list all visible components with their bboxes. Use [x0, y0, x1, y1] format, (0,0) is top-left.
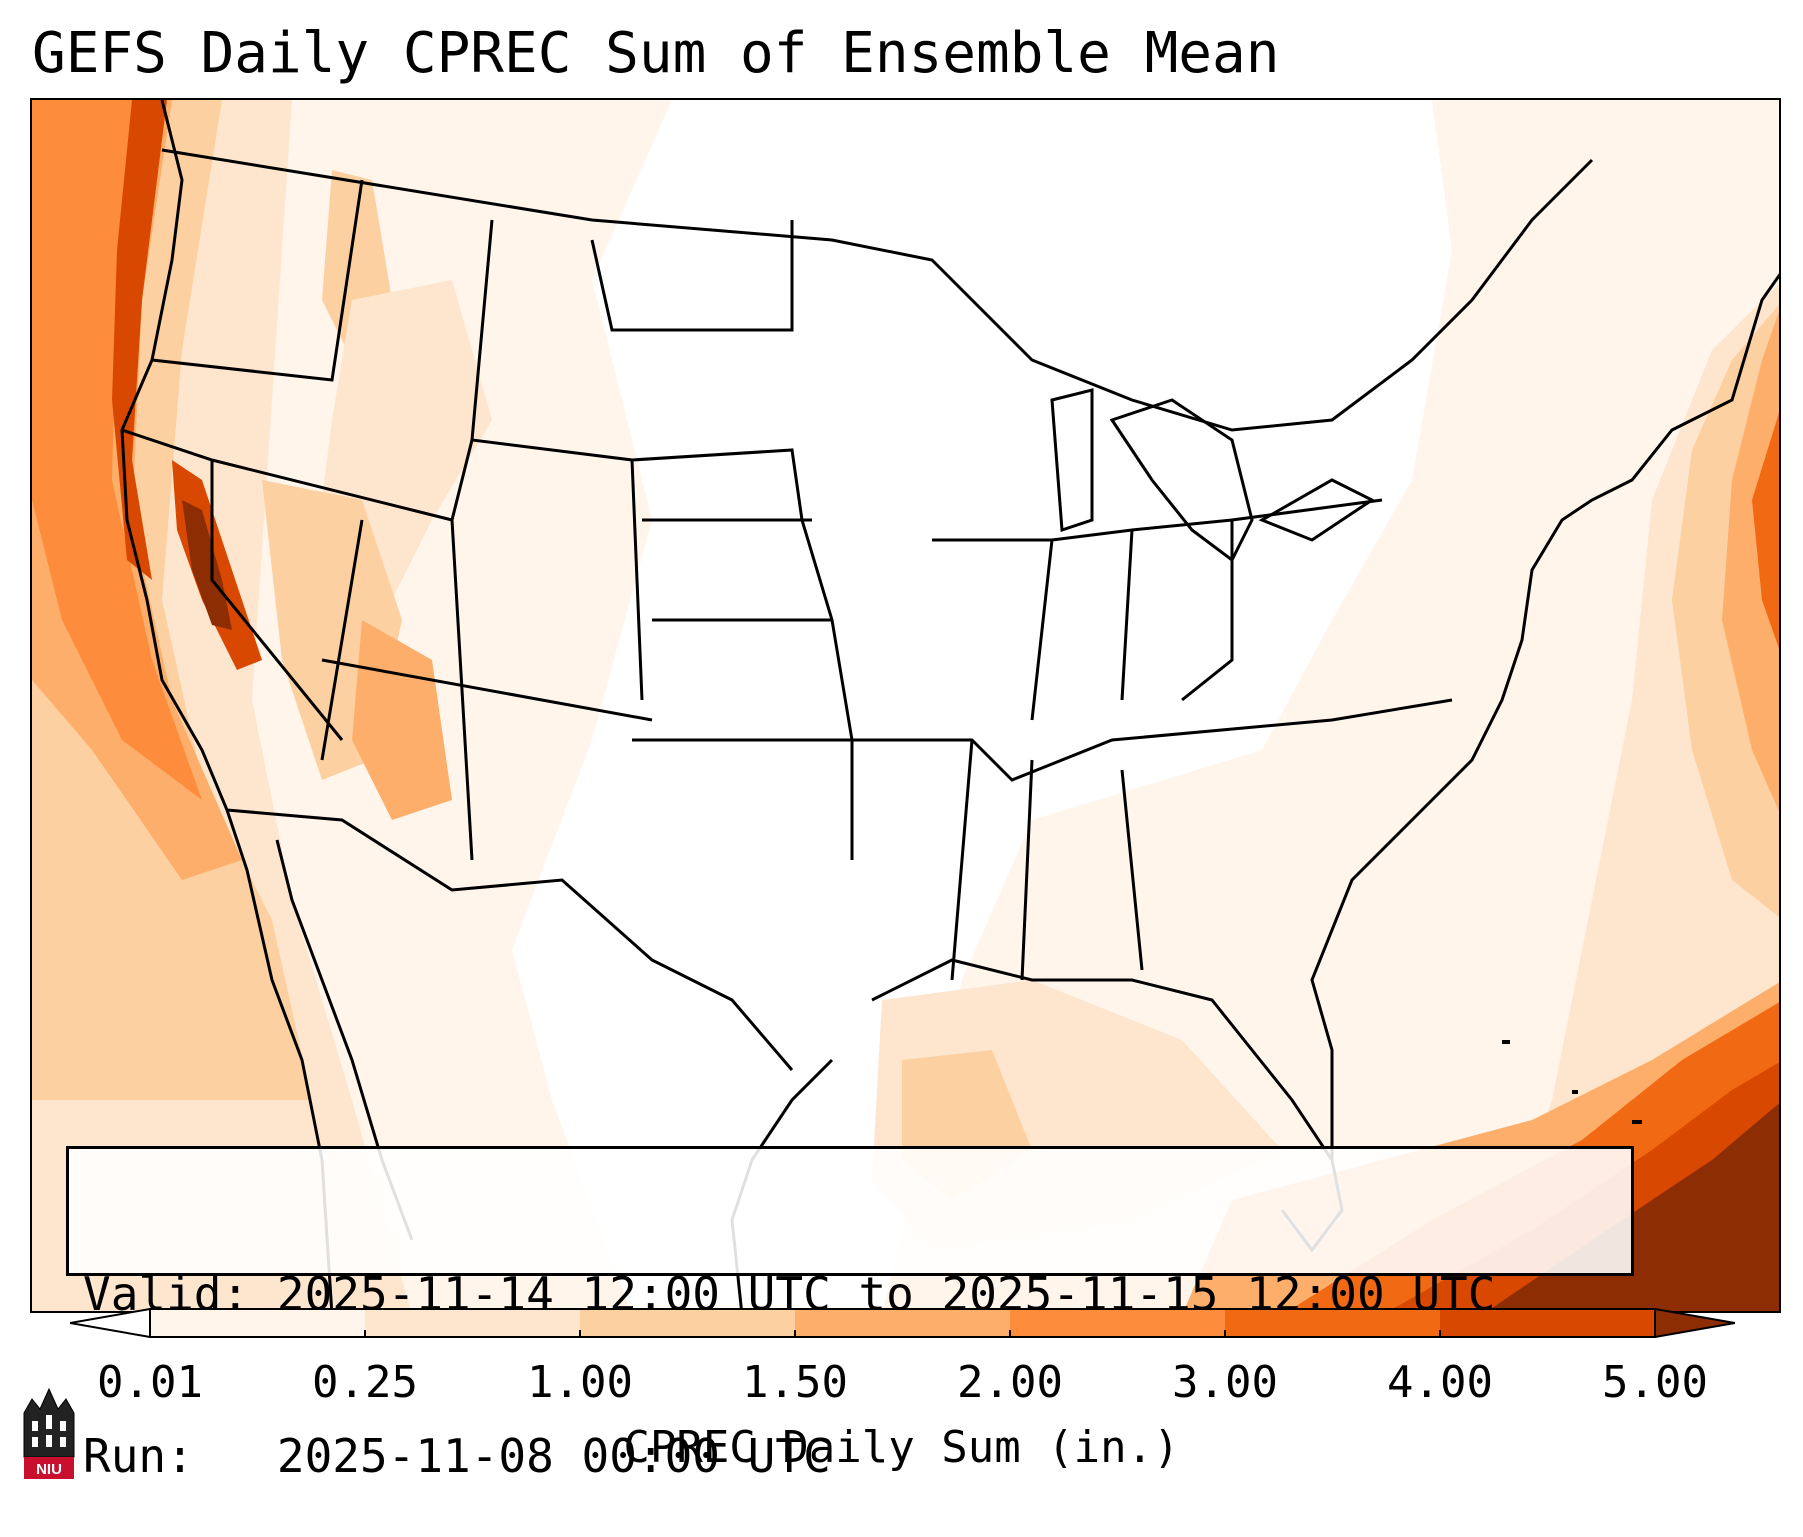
state-lines-west — [121, 179, 653, 861]
atlantic-band-4 — [1752, 412, 1779, 649]
colorbar-tick-label: 1.50 — [742, 1357, 848, 1408]
caribbean-core — [1487, 1103, 1779, 1311]
colorbar-extend-max — [1654, 1308, 1735, 1338]
colorbar-tick-label: 0.25 — [312, 1357, 418, 1408]
run-label: Run: — [83, 1429, 194, 1483]
colorbar-tick-label: 3.00 — [1172, 1357, 1278, 1408]
colorbar-segment — [365, 1309, 581, 1337]
colorbar-tick-label: 4.00 — [1387, 1357, 1493, 1408]
mexico-border — [226, 808, 794, 1071]
colorbar-segment — [1440, 1309, 1656, 1337]
four-corners-band — [352, 620, 452, 820]
atlantic-coastline — [1310, 273, 1779, 1160]
colorbar-segment — [1010, 1309, 1226, 1337]
colorbar-tick-label: 0.01 — [97, 1357, 203, 1408]
niu-logo-icon: NIU — [23, 1387, 75, 1479]
pacific-band-4 — [32, 100, 202, 800]
colorbar-title: CPREC Daily Sum (in.) — [623, 1422, 1180, 1473]
atlantic-band-3 — [1722, 311, 1779, 811]
colorbar-ticks — [149, 1330, 1656, 1338]
colorbar — [70, 1308, 1735, 1338]
state-lines-central — [470, 219, 854, 860]
colorbar-extend-min — [70, 1308, 151, 1338]
colorbar-tick-label: 2.00 — [957, 1357, 1063, 1408]
colorbar-segment — [580, 1309, 796, 1337]
map-canvas — [32, 100, 1779, 1311]
colorbar-segment — [1225, 1309, 1441, 1337]
colorbar-segment — [150, 1309, 366, 1337]
run-row: Run: 2025-11-08 00:00 UTC — [83, 1429, 1619, 1483]
pacific-coastline — [120, 100, 334, 1311]
colorbar-tick-label: 5.00 — [1602, 1357, 1708, 1408]
colorbar-segment — [795, 1309, 1011, 1337]
pacific-band-5 — [112, 100, 167, 580]
precipitation-map — [30, 98, 1781, 1313]
colorbar-tick-label: 1.00 — [527, 1357, 633, 1408]
island-marks — [1502, 1040, 1642, 1124]
run-text: 2025-11-08 00:00 UTC — [276, 1429, 831, 1483]
colorbar-segments — [149, 1308, 1656, 1338]
sierra-core — [182, 500, 232, 630]
dry-interior — [512, 100, 1452, 1311]
info-box: Valid: 2025-11-14 12:00 UTC to 2025-11-1… — [66, 1146, 1634, 1483]
map-outlines — [120, 100, 1779, 1311]
logo-text: NIU — [36, 1461, 62, 1478]
chart-title: GEFS Daily CPREC Sum of Ensemble Mean — [32, 21, 1280, 86]
state-lines-east — [852, 498, 1453, 981]
